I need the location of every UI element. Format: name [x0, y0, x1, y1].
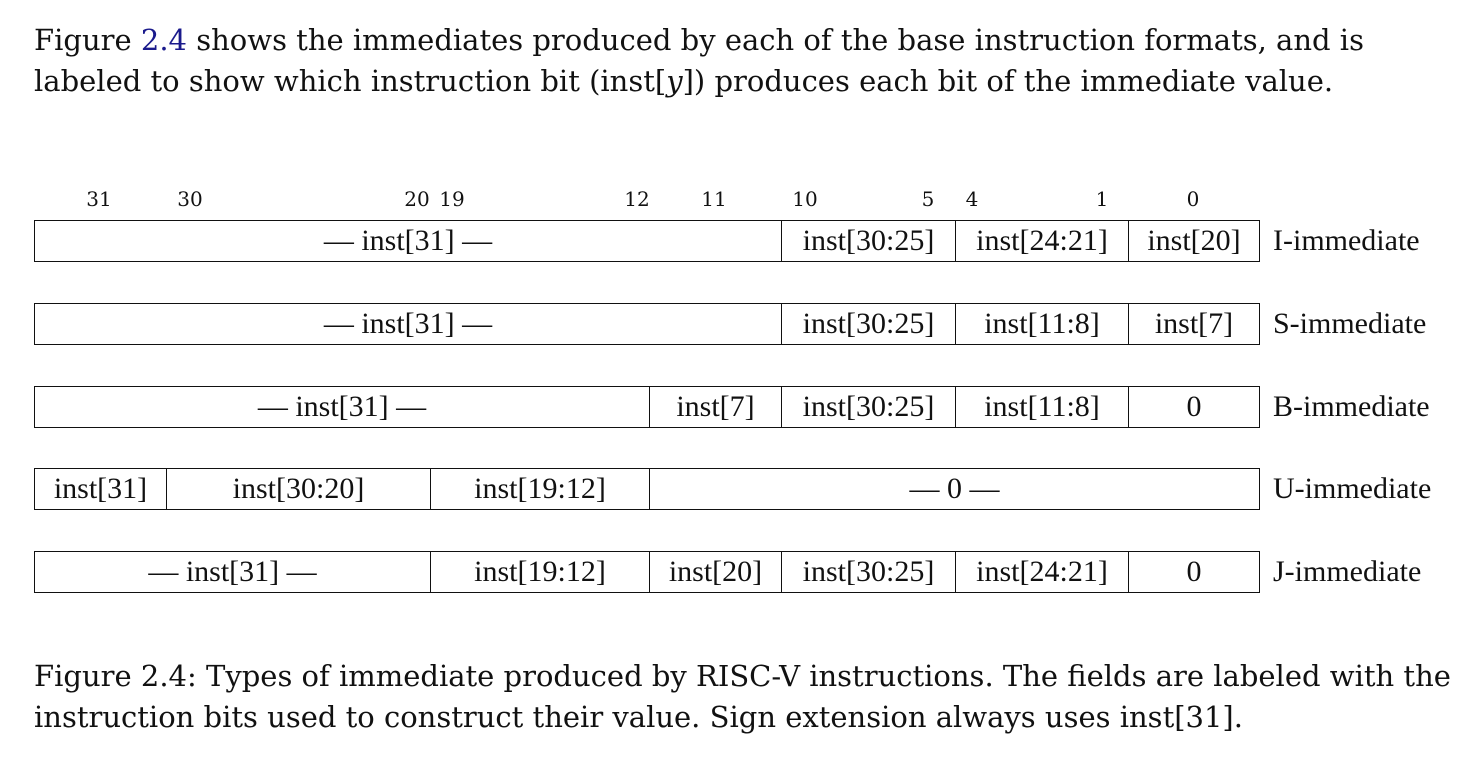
- caption-line-1: Figure 2.4: Types of immediate produced …: [34, 659, 1451, 693]
- s-immediate-label: S-immediate: [1273, 307, 1427, 340]
- i-imm-field-sign: — inst[31] —: [323, 224, 493, 257]
- u-imm-field-19-12: inst[19:12]: [430, 469, 649, 509]
- u-imm-field-zero: — 0 —: [649, 469, 1259, 509]
- intro-paragraph: Figure 2.4 shows the immediates produced…: [34, 20, 1464, 102]
- s-imm-field-7: inst[7]: [1128, 304, 1259, 344]
- b-imm-field-7: inst[7]: [649, 387, 781, 427]
- j-imm-field-zero: 0: [1128, 552, 1259, 592]
- bit-number-0: 0: [1186, 187, 1200, 211]
- u-immediate-label: U-immediate: [1273, 472, 1432, 505]
- u-imm-field-31: inst[31]: [53, 472, 148, 505]
- j-imm-field-30-25: inst[30:25]: [781, 552, 955, 592]
- s-immediate-row: — inst[31] — inst[30:25] inst[11:8] inst…: [34, 303, 1260, 345]
- intro-variable-y: y: [666, 64, 683, 98]
- intro-text-2: shows the immediates produced by each of…: [34, 23, 1364, 98]
- i-imm-field-20: inst[20]: [1128, 221, 1259, 261]
- j-imm-field-20: inst[20]: [649, 552, 781, 592]
- figure-caption: Figure 2.4: Types of immediate produced …: [34, 656, 1464, 738]
- intro-text-3: ]) produces each bit of the immediate va…: [682, 64, 1334, 98]
- bit-number-4: 4: [965, 187, 979, 211]
- s-imm-field-30-25: inst[30:25]: [781, 304, 955, 344]
- i-imm-field-30-25: inst[30:25]: [781, 221, 955, 261]
- bit-number-20: 20: [404, 187, 430, 211]
- b-imm-field-30-25: inst[30:25]: [781, 387, 955, 427]
- u-imm-field-30-20: inst[30:20]: [166, 469, 430, 509]
- j-imm-field-19-12: inst[19:12]: [430, 552, 649, 592]
- s-imm-field-11-8: inst[11:8]: [955, 304, 1128, 344]
- bit-number-11: 11: [701, 187, 727, 211]
- bit-number-30: 30: [177, 187, 203, 211]
- j-imm-field-24-21: inst[24:21]: [955, 552, 1128, 592]
- intro-text-1: Figure: [34, 23, 141, 57]
- j-imm-field-sign: — inst[31] —: [148, 555, 317, 588]
- bit-number-12: 12: [624, 187, 650, 211]
- s-imm-field-sign: — inst[31] —: [323, 307, 493, 340]
- i-imm-field-24-21: inst[24:21]: [955, 221, 1128, 261]
- i-immediate-row: — inst[31] — inst[30:25] inst[24:21] ins…: [34, 220, 1260, 262]
- bit-number-19: 19: [439, 187, 465, 211]
- b-immediate-label: B-immediate: [1273, 390, 1430, 423]
- b-imm-field-zero: 0: [1128, 387, 1259, 427]
- bit-number-1: 1: [1095, 187, 1109, 211]
- j-immediate-label: J-immediate: [1273, 555, 1422, 588]
- i-immediate-label: I-immediate: [1273, 224, 1420, 257]
- bit-number-31: 31: [86, 187, 112, 211]
- figure-reference-link[interactable]: 2.4: [140, 23, 188, 57]
- b-imm-field-sign: — inst[31] —: [257, 390, 427, 423]
- bit-number-10: 10: [792, 187, 818, 211]
- u-immediate-row: inst[31] inst[30:20] inst[19:12] — 0 —: [34, 468, 1260, 510]
- j-immediate-row: — inst[31] — inst[19:12] inst[20] inst[3…: [34, 551, 1260, 593]
- b-imm-field-11-8: inst[11:8]: [955, 387, 1128, 427]
- bit-number-5: 5: [921, 187, 935, 211]
- caption-line-2: instruction bits used to construct their…: [34, 700, 1243, 734]
- b-immediate-row: — inst[31] — inst[7] inst[30:25] inst[11…: [34, 386, 1260, 428]
